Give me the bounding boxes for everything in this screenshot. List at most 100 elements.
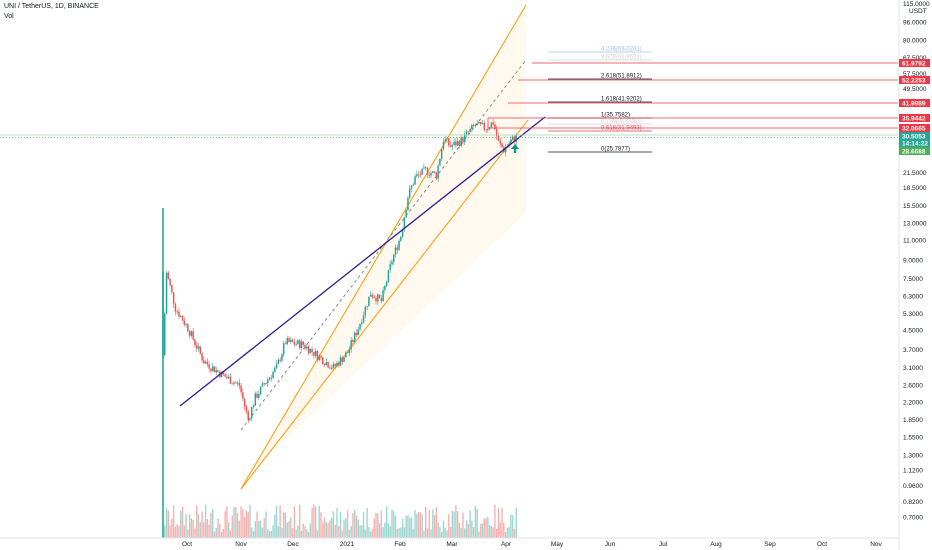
candle-body — [416, 174, 418, 177]
volume-bar — [416, 513, 418, 538]
volume-bar — [352, 512, 354, 538]
candle-body — [469, 128, 471, 133]
volume-bar — [258, 521, 260, 538]
volume-bar — [471, 520, 473, 538]
volume-bar — [329, 520, 331, 538]
volume-bar — [462, 512, 464, 538]
volume-bar — [267, 529, 269, 538]
volume-bar — [455, 505, 457, 538]
volume-bar — [400, 527, 402, 538]
candle-body — [343, 357, 345, 362]
volume-bar — [174, 526, 177, 538]
candle-body — [444, 139, 446, 142]
volume-bar — [485, 518, 487, 538]
volume-bar — [354, 510, 356, 538]
volume-bar — [343, 519, 345, 538]
candle-body — [188, 331, 191, 336]
candle-body — [164, 313, 166, 356]
fib-levels: 4.236(68.0241) 3.618(61.9621) 2.618(51.891… — [487, 47, 898, 153]
volume-bar — [456, 511, 459, 538]
volume-bar — [190, 518, 193, 538]
candle-body — [513, 136, 516, 142]
candle-body — [336, 362, 338, 367]
volume-bar — [165, 507, 168, 538]
candle-body — [368, 296, 370, 307]
volume-bar — [222, 529, 225, 538]
candle-body — [235, 382, 237, 384]
candle-body — [217, 370, 219, 372]
volume-bar — [187, 529, 189, 538]
volume-bar — [396, 528, 398, 538]
candle-body — [238, 382, 241, 386]
volume-bar — [432, 509, 434, 538]
candle-body — [346, 352, 349, 354]
candle-body — [282, 343, 285, 355]
candle-body — [206, 361, 209, 365]
candle-body — [437, 165, 439, 179]
candle-body — [325, 362, 328, 366]
price-axis-label: 2.6000 — [903, 383, 923, 390]
price-tags: 61.9792 52.2253 41.9989 35.9442 32.066530.50… — [899, 59, 930, 155]
volume-bar — [465, 520, 468, 538]
volume-bar — [385, 506, 388, 538]
candle-body — [178, 311, 180, 317]
volume-bar — [506, 527, 509, 538]
price-axis-label: 1.8500 — [903, 417, 923, 424]
volume-bar — [192, 519, 194, 538]
volume-bar — [345, 518, 347, 538]
price-tag-box — [899, 76, 930, 84]
volume-bar — [487, 516, 489, 538]
candle-body — [401, 229, 404, 237]
volume-bar — [405, 515, 407, 538]
candle-body — [247, 411, 249, 420]
volume-bar — [254, 521, 256, 538]
candle-body — [236, 382, 239, 384]
candle-body — [472, 125, 475, 126]
fib-level-label: 4.236(68.0241) — [601, 47, 642, 53]
volume-bar — [236, 513, 239, 538]
volume-bar — [293, 506, 296, 538]
candle-body — [185, 324, 187, 325]
volume-bar — [318, 505, 320, 538]
volume-bar — [274, 514, 276, 538]
candle-body — [456, 140, 459, 146]
volume-bar — [369, 531, 372, 538]
candle-body — [504, 147, 507, 153]
volume-bar — [306, 529, 308, 538]
price-axis-label: 1.5500 — [903, 435, 923, 442]
volume-bar — [181, 506, 184, 538]
candle-body — [424, 167, 427, 169]
volume-bar — [243, 516, 246, 538]
time-axis-label: Oct — [182, 541, 192, 548]
candle-body — [355, 332, 358, 336]
volume-bar — [492, 527, 494, 538]
volume-bar — [231, 515, 233, 538]
volume-bar — [377, 513, 379, 538]
candle-body — [233, 382, 235, 384]
candle-body — [474, 125, 477, 126]
candle-body — [229, 376, 232, 384]
price-axis-label: 3.1000 — [903, 365, 923, 372]
candle-body — [323, 364, 326, 366]
volume-bar — [217, 518, 219, 538]
volume-bar — [423, 530, 425, 538]
volume-bar — [403, 527, 406, 538]
price-axis-label: 49.5000 — [903, 86, 927, 93]
volume-bar — [437, 522, 439, 538]
candle-body — [339, 357, 342, 366]
volume-bar — [401, 518, 404, 538]
volume-bar — [284, 512, 287, 538]
volume-bar — [224, 511, 226, 538]
price-axis-label: 57.5000 — [903, 71, 927, 78]
volume-bar — [298, 504, 301, 538]
drawing-lines — [0, 116, 898, 407]
volume-bar — [322, 523, 324, 538]
volume-bar — [496, 528, 498, 538]
candle-body — [327, 362, 329, 368]
price-axis-label: 13.0000 — [903, 221, 927, 228]
volume-bar — [314, 506, 317, 538]
volume-bar — [227, 522, 230, 538]
volume-bar — [281, 527, 283, 538]
candle-body — [448, 138, 450, 146]
